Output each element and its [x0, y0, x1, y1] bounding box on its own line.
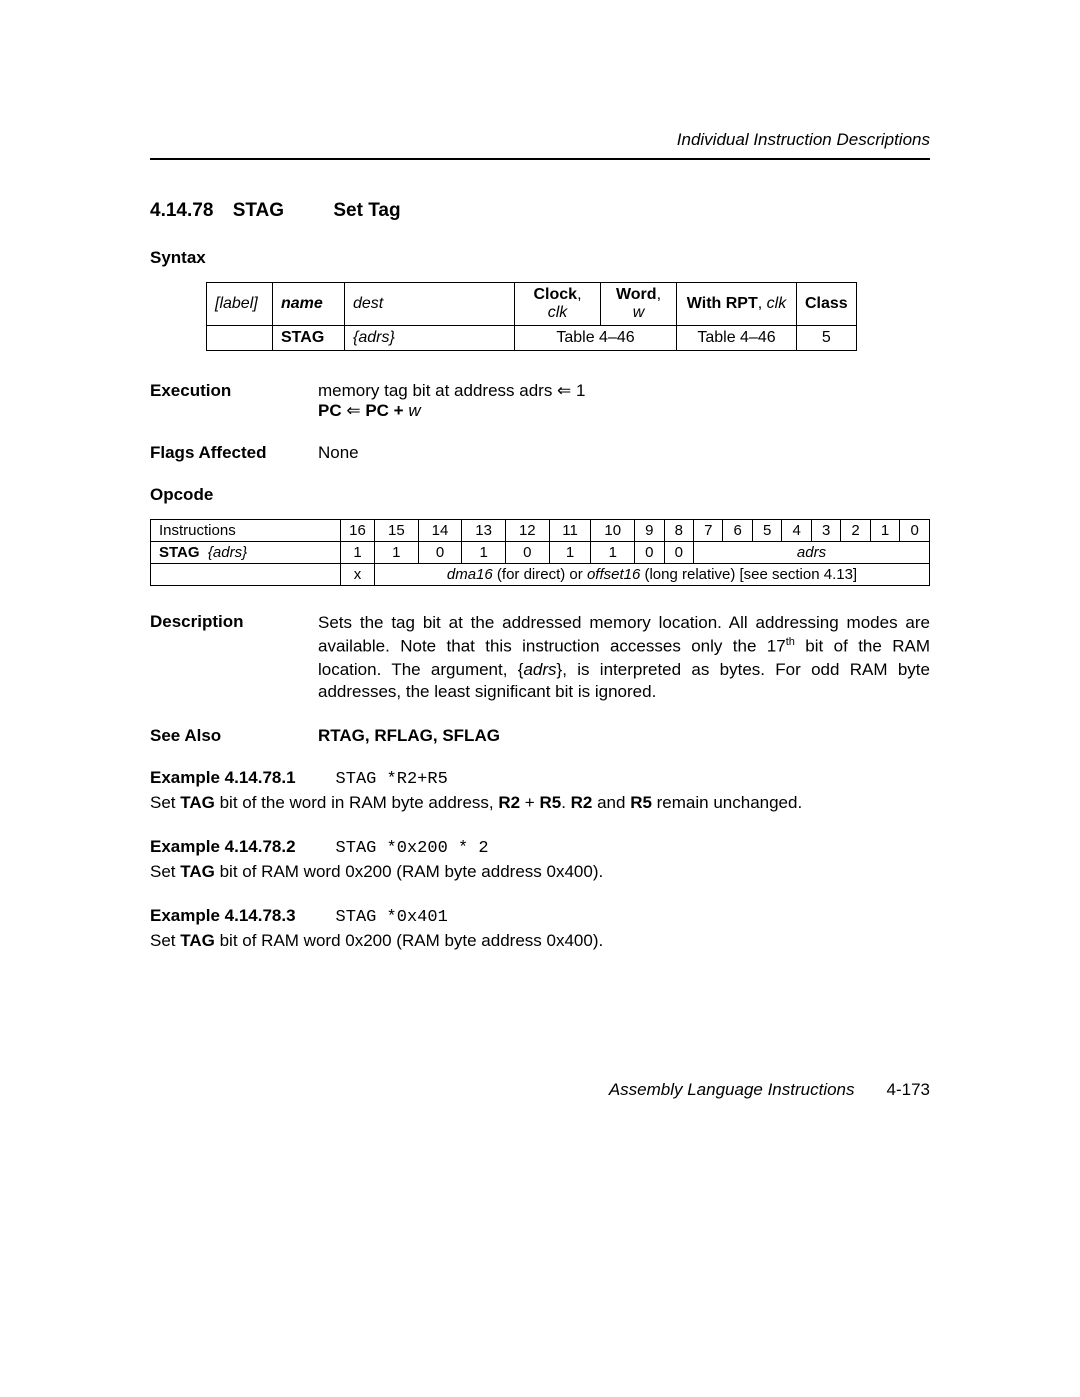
syntax-cell-dest: {adrs}	[345, 326, 515, 351]
bit-cell: 0	[664, 542, 693, 564]
example-2: Example 4.14.78.2STAG *0x200 * 2 Set TAG…	[150, 837, 930, 884]
bit-hdr: 1	[870, 520, 899, 542]
running-header: Individual Instruction Descriptions	[150, 130, 930, 160]
syntax-label: Syntax	[150, 248, 930, 268]
section-heading: 4.14.78 STAG Set Tag	[150, 200, 930, 222]
opcode-row2-text: dma16 (for direct) or offset16 (long rel…	[375, 564, 930, 586]
section-title: Set Tag	[333, 200, 400, 221]
bit-hdr: 13	[462, 520, 506, 542]
bit-hdr: 16	[341, 520, 375, 542]
seealso-label: See Also	[150, 726, 318, 746]
description-label: Description	[150, 612, 318, 632]
flags-value: None	[318, 443, 930, 463]
syntax-table: [label] name dest Clock, clk Word, w Wit…	[206, 282, 857, 351]
bit-cell: 0	[418, 542, 462, 564]
section-mnemonic: STAG	[233, 200, 284, 221]
bit-hdr: 12	[505, 520, 549, 542]
execution-value: memory tag bit at address adrs ⇐ 1 PC ⇐ …	[318, 381, 930, 421]
bit-hdr: 4	[782, 520, 811, 542]
bit-hdr: 14	[418, 520, 462, 542]
syntax-hdr-word: Word, w	[601, 283, 677, 326]
bit-hdr: 9	[635, 520, 664, 542]
bit-hdr: 10	[591, 520, 635, 542]
syntax-hdr-class: Class	[797, 283, 857, 326]
syntax-hdr-dest: dest	[345, 283, 515, 326]
footer-title: Assembly Language Instructions	[609, 1080, 855, 1100]
bit-cell: 0	[505, 542, 549, 564]
bit-hdr: 2	[841, 520, 870, 542]
bit-cell: 1	[591, 542, 635, 564]
bit-cell: 0	[635, 542, 664, 564]
opcode-label: Opcode	[150, 485, 930, 505]
syntax-cell-name: STAG	[273, 326, 345, 351]
bit-hdr: 6	[723, 520, 752, 542]
bit-hdr: 7	[694, 520, 723, 542]
bit-hdr: 0	[900, 520, 930, 542]
opcode-row2-blank	[151, 564, 341, 586]
bit-cell: 1	[462, 542, 506, 564]
syntax-cell-rpt: Table 4–46	[677, 326, 797, 351]
page-footer: Assembly Language Instructions 4-173	[150, 1080, 930, 1100]
syntax-cell	[207, 326, 273, 351]
syntax-hdr-rpt: With RPT, clk	[677, 283, 797, 326]
example-3: Example 4.14.78.3STAG *0x401 Set TAG bit…	[150, 906, 930, 953]
bit-hdr: 5	[752, 520, 781, 542]
bit-hdr: 3	[811, 520, 840, 542]
syntax-hdr-name: name	[273, 283, 345, 326]
flags-label: Flags Affected	[150, 443, 318, 463]
bit-cell: 1	[375, 542, 419, 564]
description-text: Sets the tag bit at the addressed memory…	[318, 612, 930, 704]
execution-label: Execution	[150, 381, 318, 401]
example-1: Example 4.14.78.1STAG *R2+R5 Set TAG bit…	[150, 768, 930, 815]
syntax-hdr-label: [label]	[207, 283, 273, 326]
section-number: 4.14.78	[150, 200, 213, 221]
bit-hdr: 11	[549, 520, 591, 542]
bit-cell: 1	[549, 542, 591, 564]
footer-page: 4-173	[887, 1080, 930, 1100]
syntax-hdr-clock: Clock, clk	[515, 283, 601, 326]
opcode-row1-label: STAG {{adrs}adrs}	[151, 542, 341, 564]
opcode-adrs-cell: adrs	[694, 542, 930, 564]
bit-hdr: 15	[375, 520, 419, 542]
syntax-cell-clockword: Table 4–46	[515, 326, 677, 351]
bit-cell: 1	[341, 542, 375, 564]
opcode-instr-hdr: Instructions	[151, 520, 341, 542]
opcode-row2-x: x	[341, 564, 375, 586]
opcode-table: Instructions 16 15 14 13 12 11 10 9 8 7 …	[150, 519, 930, 586]
syntax-cell-class: 5	[797, 326, 857, 351]
seealso-value: RTAG, RFLAG, SFLAG	[318, 726, 500, 745]
bit-hdr: 8	[664, 520, 693, 542]
